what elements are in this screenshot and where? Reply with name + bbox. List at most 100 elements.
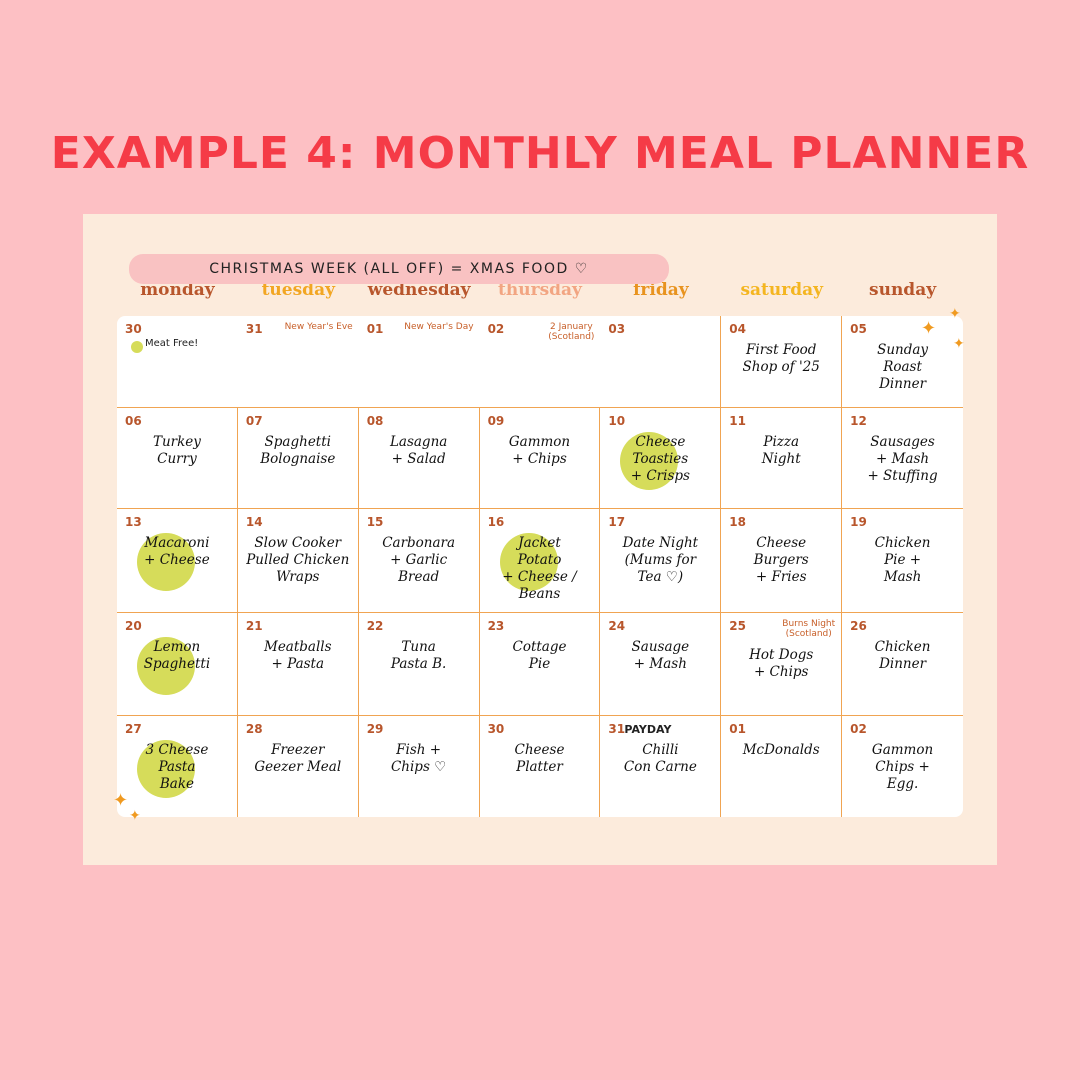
meal-line: Night (761, 451, 801, 467)
sparkle: ✦ (953, 336, 965, 352)
meal: Gammon Chips + Egg. (850, 742, 955, 793)
note: PAYDAY (624, 723, 672, 736)
date-number: 14 (245, 515, 263, 529)
day-header: friday (633, 280, 689, 300)
meal-line: (Mums for (624, 552, 697, 568)
meal-line: + Chips (512, 451, 567, 467)
day-cell: 21 Meatballs + Pasta (237, 612, 359, 715)
meal: First Food Shop of '25 (729, 342, 833, 376)
day-cell: 18 Cheese Burgers + Fries (721, 508, 843, 612)
meal: Spaghetti Bolognaise (246, 434, 350, 468)
meal-line: Gammon (871, 742, 934, 758)
meal-line: Pulled Chicken (246, 552, 350, 568)
day-cell: 06 Turkey Curry (117, 407, 238, 508)
event-label: New Year's Day (404, 322, 473, 332)
date-number: 27 (125, 722, 142, 736)
meal: Tuna Pasta B. (367, 639, 471, 673)
meal: Date Night (Mums for Tea ♡) (608, 535, 712, 586)
meal: Pizza Night (729, 434, 833, 468)
day-cell: 27 3 Cheese Pasta Bake (117, 715, 238, 817)
meal-line: Macaroni (144, 535, 210, 551)
note-dot (131, 341, 143, 353)
meal-line: Gammon (508, 434, 571, 450)
meal-line: Sausages (870, 434, 935, 450)
meal: Sausage + Mash (608, 639, 712, 673)
meal-line: Bread (398, 569, 440, 585)
event-line: (Scotland) (785, 629, 832, 639)
day-header: sunday (869, 280, 937, 300)
meal-line: Chicken (874, 535, 931, 551)
meal: Lemon Spaghetti (125, 639, 229, 673)
event-line: 2 January (549, 322, 593, 332)
meal-line: Spaghetti (143, 656, 211, 672)
meal-line: Chilli (642, 742, 679, 758)
meal: Chilli Con Carne (608, 742, 712, 776)
day-header: thursday (498, 280, 582, 300)
meal: Hot Dogs + Chips (729, 647, 833, 681)
meal-line: Chicken (874, 639, 931, 655)
meal-line: First Food (746, 342, 817, 358)
meal-line: Fish + (396, 742, 442, 758)
meal: Macaroni + Cheese (125, 535, 229, 569)
date-number: 17 (608, 515, 626, 529)
meal: Lasagna + Salad (367, 434, 471, 468)
day-cell: 01 McDonalds (721, 715, 843, 817)
meal-line: Wraps (276, 569, 320, 585)
meal-line: Pasta (158, 759, 196, 775)
meal-line: + Chips (753, 664, 809, 680)
meal-line: Sausage (631, 639, 690, 655)
day-cell: 31 PAYDAY Chilli Con Carne (600, 715, 722, 817)
meal-line: Platter (516, 759, 563, 775)
meal-line: Sunday (877, 342, 929, 358)
day-cell: 20 Lemon Spaghetti (117, 612, 238, 715)
day-cell: 03 (600, 316, 722, 407)
meal-line: Pasta B. (390, 656, 447, 672)
date-number: 02 (850, 722, 867, 736)
meal-line: Hot Dogs (749, 647, 814, 663)
meal: Chicken Dinner (850, 639, 955, 673)
meal-line: Curry (157, 451, 197, 467)
meal-line: Spaghetti (264, 434, 331, 450)
highlight-circle (137, 533, 195, 591)
date-number: 23 (487, 619, 505, 633)
date-number: 03 (608, 322, 626, 336)
meal-line: Chips + (875, 759, 930, 775)
day-cell: 07 Spaghetti Bolognaise (237, 407, 359, 508)
date-number: 19 (850, 515, 867, 529)
highlight-circle (137, 740, 195, 798)
meal: Sausages + Mash + Stuffing (850, 434, 955, 485)
day-cell: 19 Chicken Pie + Mash (842, 508, 963, 612)
calendar-grid: 30 Meat Free! 31 New Year's Eve 01 New Year's… (117, 316, 963, 817)
meal: Slow Cooker Pulled Chicken Wraps (246, 535, 350, 586)
day-cell: 12 Sausages + Mash + Stuffing (842, 407, 963, 508)
date-number: 04 (729, 322, 746, 336)
highlight-circle (620, 432, 679, 490)
meal-line: Lasagna (389, 434, 448, 450)
meal-line: Bake (159, 776, 194, 792)
meal-line: + Garlic (390, 552, 448, 568)
meal-line: Toasties (632, 451, 689, 467)
date-number: 02 (487, 322, 505, 336)
day-cell: 02 Gammon Chips + Egg. (842, 715, 963, 817)
meal-line: Dinner (879, 376, 927, 392)
day-cell: 11 Pizza Night (721, 407, 843, 508)
meal-line: Pie (528, 656, 551, 672)
day-cell: 29 Fish + Chips ♡ (358, 715, 480, 817)
date-number: 26 (850, 619, 867, 633)
meal-line: Potato (517, 552, 562, 568)
meal-line: Geezer Meal (254, 759, 342, 775)
meal-line: + Mash (876, 451, 930, 467)
meal-line: Cheese (635, 434, 686, 450)
meal-line: Pizza (763, 434, 800, 450)
meal-line: Mash (883, 569, 922, 585)
meal-line: Roast (883, 359, 922, 375)
sparkle: ✦ (113, 790, 129, 811)
date-number: 31 (245, 322, 263, 336)
date-number: 30 (125, 322, 142, 336)
day-cell: 13 Macaroni + Cheese (117, 508, 238, 612)
day-cell: 30 Meat Free! (117, 316, 238, 407)
meal-line: Cheese (756, 535, 807, 551)
planner-panel: monday tuesday wednesday thursday friday satu… (83, 214, 997, 865)
date-number: 18 (729, 515, 746, 529)
